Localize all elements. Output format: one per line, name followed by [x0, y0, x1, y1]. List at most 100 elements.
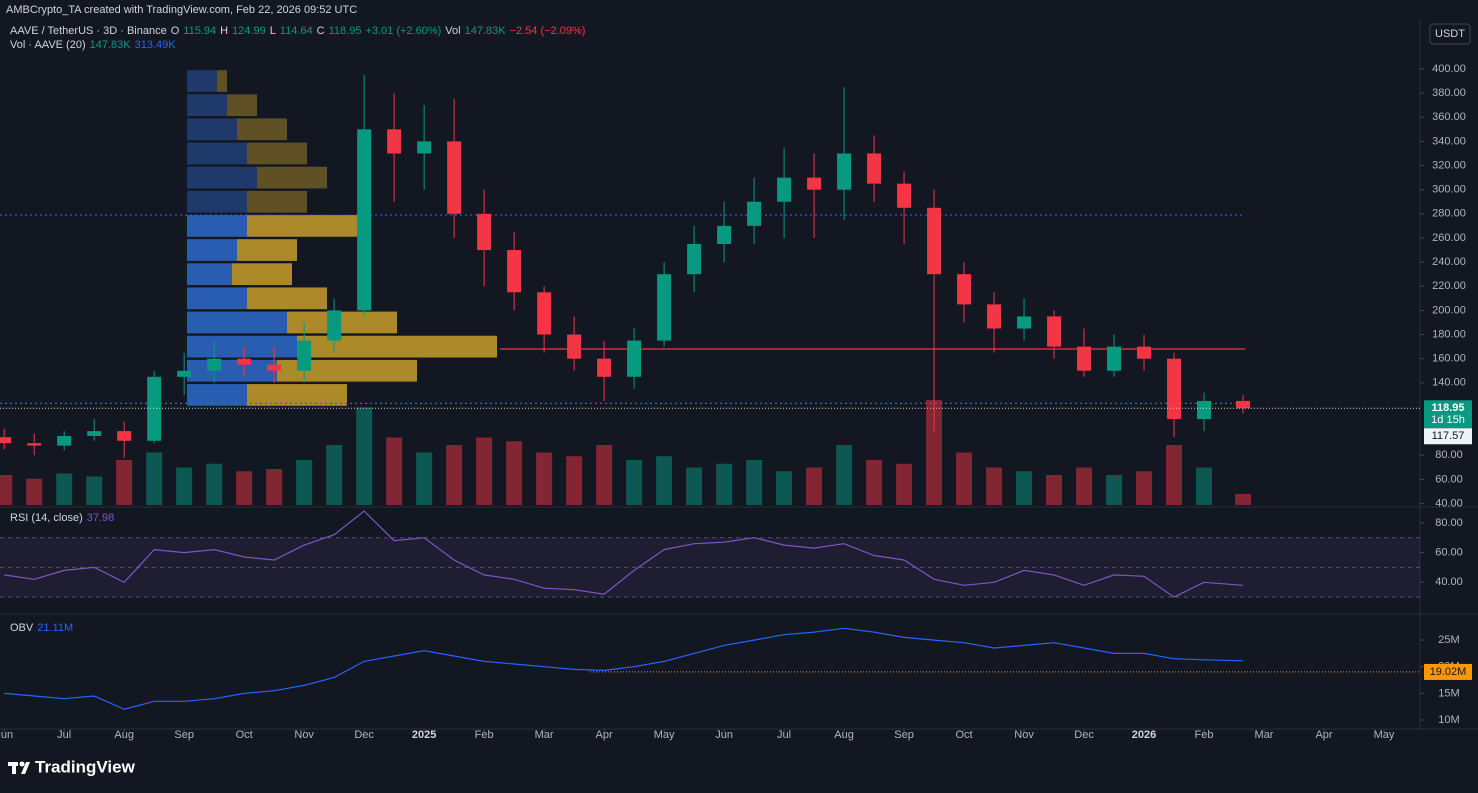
candle-body [1077, 346, 1092, 371]
volume-bar [1016, 471, 1033, 505]
profile-up [187, 359, 277, 382]
profile-up [187, 70, 217, 92]
volume-bar [1196, 467, 1213, 505]
candle-body [867, 153, 882, 184]
vol-value: 147.83K [465, 25, 507, 37]
candle-body [987, 304, 1002, 329]
vol-label: Vol [445, 25, 460, 37]
profile-down [297, 335, 497, 358]
x-tick-label: Jul [57, 729, 71, 741]
x-tick-label: Jun [0, 729, 13, 741]
candle-body [417, 141, 432, 154]
profile-up [187, 118, 237, 141]
profile-down [247, 215, 367, 237]
volume-bar [536, 452, 553, 505]
x-tick-label: Apr [596, 729, 613, 741]
volume-bar [446, 445, 463, 505]
volume-bar [1106, 475, 1123, 505]
candle-body [1137, 346, 1152, 359]
candle-body [27, 443, 42, 446]
profile-up [187, 311, 287, 334]
volume-bar [86, 476, 103, 505]
candle-body [177, 370, 192, 377]
volume-bar [686, 467, 703, 505]
profile-up [187, 263, 232, 286]
countdown: 1d 15h [1431, 414, 1465, 426]
y-tick-label: 220.00 [1432, 280, 1466, 292]
x-tick-label: Nov [1014, 729, 1034, 741]
ohlc-label: C [317, 25, 325, 37]
candle-body [957, 274, 972, 305]
y-tick-label: 260.00 [1432, 232, 1466, 244]
currency[interactable]: USDT [1435, 28, 1465, 40]
x-tick-label: Sep [174, 729, 194, 741]
ohlc-label: O [171, 25, 180, 37]
candle-body [357, 129, 372, 311]
y-tick-label: 15M [1438, 687, 1459, 699]
x-tick-label: Sep [894, 729, 914, 741]
y-tick-label: 140.00 [1432, 377, 1466, 389]
volume-bar [596, 445, 613, 505]
x-tick-label: Oct [956, 729, 973, 741]
x-tick-label: Dec [354, 729, 374, 741]
candle-body [657, 274, 672, 341]
obv-marker-badge [1424, 663, 1472, 680]
volume-bar [746, 460, 763, 505]
volume-bar [926, 400, 943, 505]
y-tick-label: 240.00 [1432, 256, 1466, 268]
profile-up [187, 215, 247, 237]
y-tick-label: 10M [1438, 714, 1459, 726]
profile-down [247, 142, 307, 165]
x-tick-label: Jun [715, 729, 733, 741]
candle-body [447, 141, 462, 214]
volume-bar [896, 463, 913, 505]
volume-bar [56, 473, 73, 505]
brand: TradingView [35, 757, 136, 776]
ohlc-value: 114.64 [280, 25, 313, 37]
x-tick-label: Dec [1074, 729, 1094, 741]
y-tick-label: 180.00 [1432, 328, 1466, 340]
candle-body [57, 435, 72, 446]
profile-down [217, 70, 227, 92]
indicator-name: Vol · AAVE (20) [10, 39, 86, 51]
volume-bar [1046, 475, 1063, 505]
volume-bar [716, 463, 733, 505]
x-tick-label: Jul [777, 729, 791, 741]
volume-bar [866, 460, 883, 505]
legend: Vol · AAVE (20) 147.83K 313.49K [10, 39, 176, 51]
profile-up [187, 239, 237, 261]
profile-down [287, 311, 397, 334]
currency-button[interactable] [1429, 23, 1471, 45]
y-tick-label: 60.00 [1435, 546, 1463, 558]
candle-body [87, 431, 102, 436]
profile-down [247, 190, 307, 213]
x-tick-label: 2026 [1132, 729, 1156, 741]
y-tick-label: 200.00 [1432, 304, 1466, 316]
candle-body [597, 358, 612, 377]
change: +3.01 (+2.60%) [365, 25, 441, 37]
volume-bar [0, 475, 13, 505]
obv-marker-label: 19.02M [1430, 666, 1467, 678]
profile-down [257, 166, 327, 189]
price-label: 117.57 [1432, 430, 1465, 442]
indicator-name: RSI (14, close) [10, 512, 83, 524]
volume-bar [26, 478, 43, 505]
profile-down [237, 118, 287, 141]
y-tick-label: 80.00 [1435, 449, 1463, 461]
price-badge [1424, 428, 1472, 445]
x-tick-label: May [1374, 729, 1395, 741]
y-tick-label: 40.00 [1435, 576, 1463, 588]
vol-change: −2.54 (−2.09%) [510, 25, 586, 37]
profile-up [187, 190, 247, 213]
candle-body [747, 201, 762, 226]
candle-body [927, 207, 942, 275]
volume-bar [1166, 445, 1183, 505]
rsi-band [0, 537, 1420, 598]
logo [8, 761, 30, 774]
candle-body [777, 177, 792, 202]
x-tick-label: 2025 [412, 729, 436, 741]
volume-bar [236, 471, 253, 505]
volume-bar [386, 437, 403, 505]
y-tick-label: 380.00 [1432, 87, 1466, 99]
x-tick-label: Mar [535, 729, 554, 741]
